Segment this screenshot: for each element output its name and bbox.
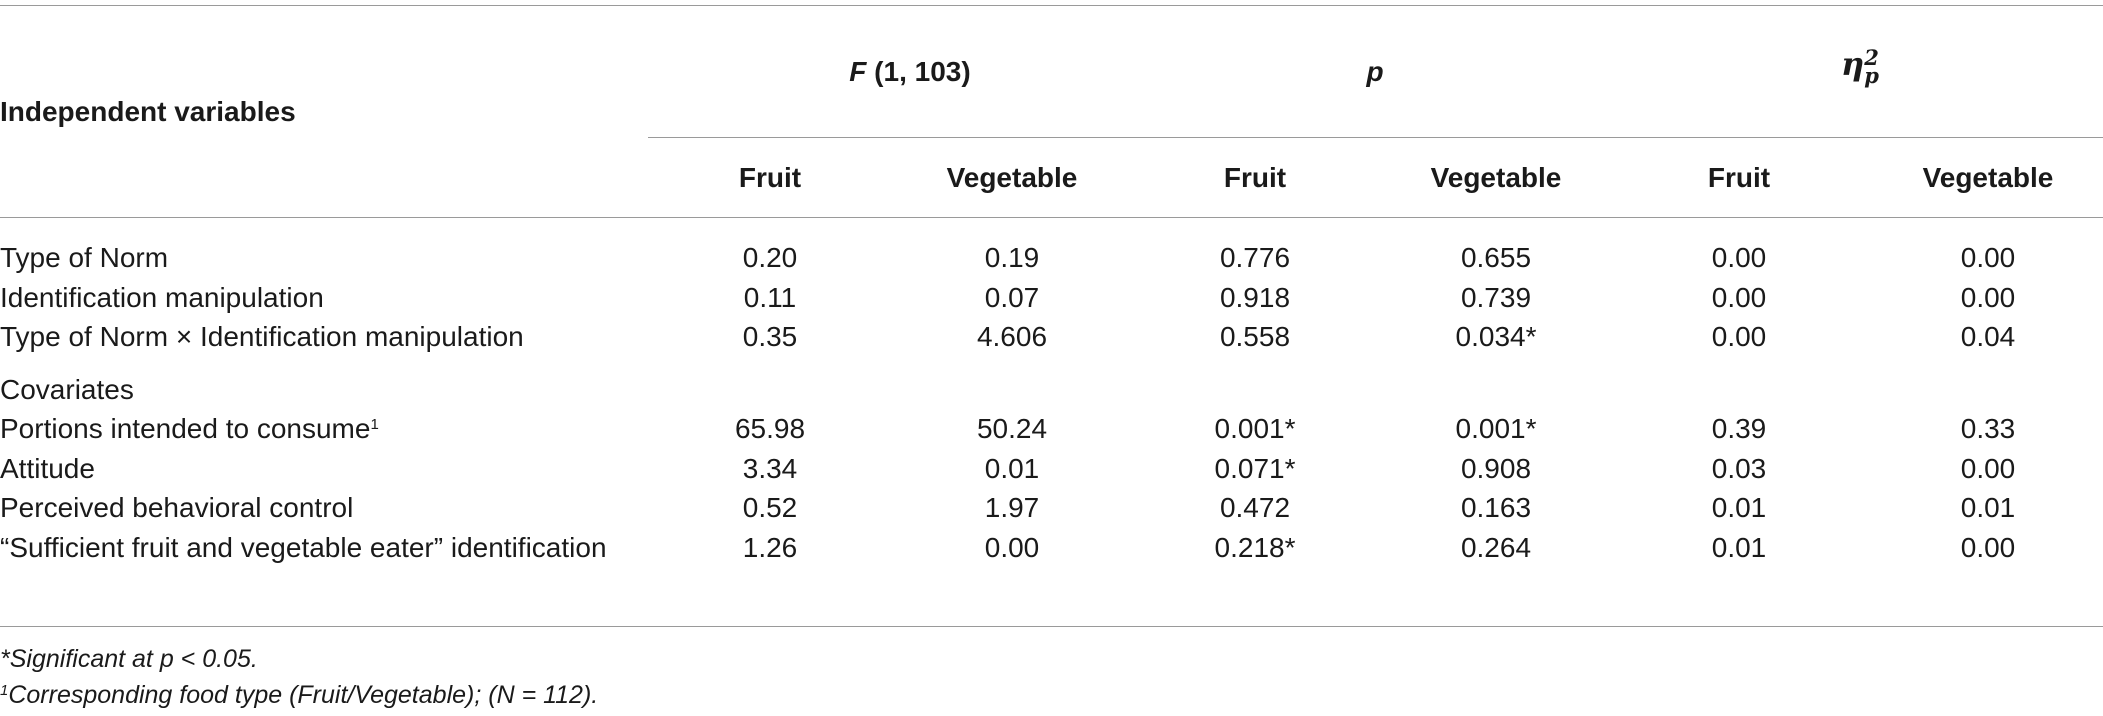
subheader-eta-vegetable: Vegetable: [1922, 162, 2054, 193]
table-cell: 0.00: [1960, 282, 2016, 313]
table-top-rule: [0, 5, 2103, 6]
table-cell: 3.34: [742, 453, 798, 484]
row-label-footnote-marker: 1: [370, 416, 379, 433]
table-cell: 0.558: [1219, 321, 1291, 352]
group-header-rule: [648, 137, 2103, 138]
row-label-text: Covariates: [0, 374, 134, 405]
table-cell: 50.24: [976, 413, 1048, 444]
row-label: Portions intended to consume1: [0, 413, 379, 445]
header-f-df: (1, 103): [866, 56, 971, 87]
footnote-food-type: 1Corresponding food type (Fruit/Vegetabl…: [0, 680, 598, 710]
header-eta-symbol: η: [1841, 45, 1865, 83]
table-bottom-rule: [0, 626, 2103, 627]
row-label: “Sufficient fruit and vegetable eater” i…: [0, 532, 607, 564]
header-eta-sup: 2: [1864, 44, 1879, 70]
table-cell: 0.07: [984, 282, 1040, 313]
subheader-p-vegetable: Vegetable: [1430, 162, 1562, 193]
table-cell: 0.11: [743, 282, 797, 313]
row-label-text: Perceived behavioral control: [0, 492, 354, 523]
table-cell: 0.19: [984, 242, 1040, 273]
footnote-food-type-text: Corresponding food type (Fruit/Vegetable…: [8, 681, 599, 709]
table-cell: 1.26: [742, 532, 798, 563]
table-cell: 1.97: [984, 492, 1040, 523]
subheader-eta-fruit: Fruit: [1707, 162, 1771, 193]
table-cell: 0.776: [1219, 242, 1291, 273]
table-cell: 0.01: [1960, 492, 2016, 523]
table-cell: 0.00: [1711, 242, 1767, 273]
subheader-f-fruit: Fruit: [738, 162, 802, 193]
table-cell: 0.001*: [1455, 413, 1537, 444]
table-cell: 0.00: [1711, 321, 1767, 352]
table-cell: 0.218*: [1214, 532, 1296, 563]
table-cell: 0.35: [742, 321, 798, 352]
subheader-p-fruit: Fruit: [1223, 162, 1287, 193]
table-cell: 0.472: [1219, 492, 1291, 523]
row-label-text: Attitude: [0, 453, 95, 484]
table-cell: 0.00: [1960, 453, 2016, 484]
table-cell: 0.918: [1219, 282, 1291, 313]
table-cell: 4.606: [976, 321, 1048, 352]
table-cell: 0.00: [1960, 242, 2016, 273]
table-cell: 0.20: [742, 242, 798, 273]
table-cell: 0.908: [1460, 453, 1532, 484]
table-cell: 0.034*: [1455, 321, 1537, 352]
row-label-text: Type of Norm × Identification manipulati…: [0, 321, 524, 352]
row-label-text: “Sufficient fruit and vegetable eater” i…: [0, 532, 607, 563]
subheader-f-vegetable: Vegetable: [946, 162, 1078, 193]
row-label: Perceived behavioral control: [0, 492, 353, 524]
table-cell: 0.00: [1711, 282, 1767, 313]
table-cell: 0.52: [742, 492, 798, 523]
header-f-symbol: F: [849, 56, 867, 87]
table-cell: 0.03: [1711, 453, 1767, 484]
row-label: Type of Norm × Identification manipulati…: [0, 321, 524, 353]
table-cell: 0.01: [1711, 532, 1767, 563]
table-cell: 0.739: [1460, 282, 1532, 313]
table-cell: 0.39: [1711, 413, 1767, 444]
table-cell: 0.264: [1460, 532, 1532, 563]
row-label-text: Type of Norm: [0, 242, 169, 273]
row-label: Attitude: [0, 453, 95, 485]
table-cell: 0.001*: [1214, 413, 1296, 444]
table-cell: 0.33: [1960, 413, 2016, 444]
row-label: Identification manipulation: [0, 282, 324, 314]
table-cell: 0.163: [1460, 492, 1532, 523]
row-label: Type of Norm: [0, 242, 168, 274]
section-label-covariates: Covariates: [0, 374, 134, 406]
row-label-text: Portions intended to consume: [0, 413, 371, 444]
table-cell: 0.655: [1460, 242, 1532, 273]
row-label-text: Identification manipulation: [0, 282, 324, 313]
table-cell: 0.01: [984, 453, 1040, 484]
header-group-f: F (1, 103): [770, 56, 1050, 88]
table-cell: 0.01: [1711, 492, 1767, 523]
table-cell: 0.00: [984, 532, 1040, 563]
footnote-significance: *Significant at p < 0.05.: [0, 645, 258, 673]
footnote-marker: 1: [0, 682, 9, 699]
header-bottom-rule: [0, 217, 2103, 218]
header-group-p: p: [1366, 56, 1384, 87]
table-cell: 0.071*: [1214, 453, 1296, 484]
table-cell: 0.04: [1960, 321, 2016, 352]
header-eta-sub: p: [1864, 62, 1879, 88]
header-independent-variables: Independent variables: [0, 96, 296, 127]
table-cell: 0.00: [1960, 532, 2016, 563]
table-cell: 65.98: [734, 413, 806, 444]
